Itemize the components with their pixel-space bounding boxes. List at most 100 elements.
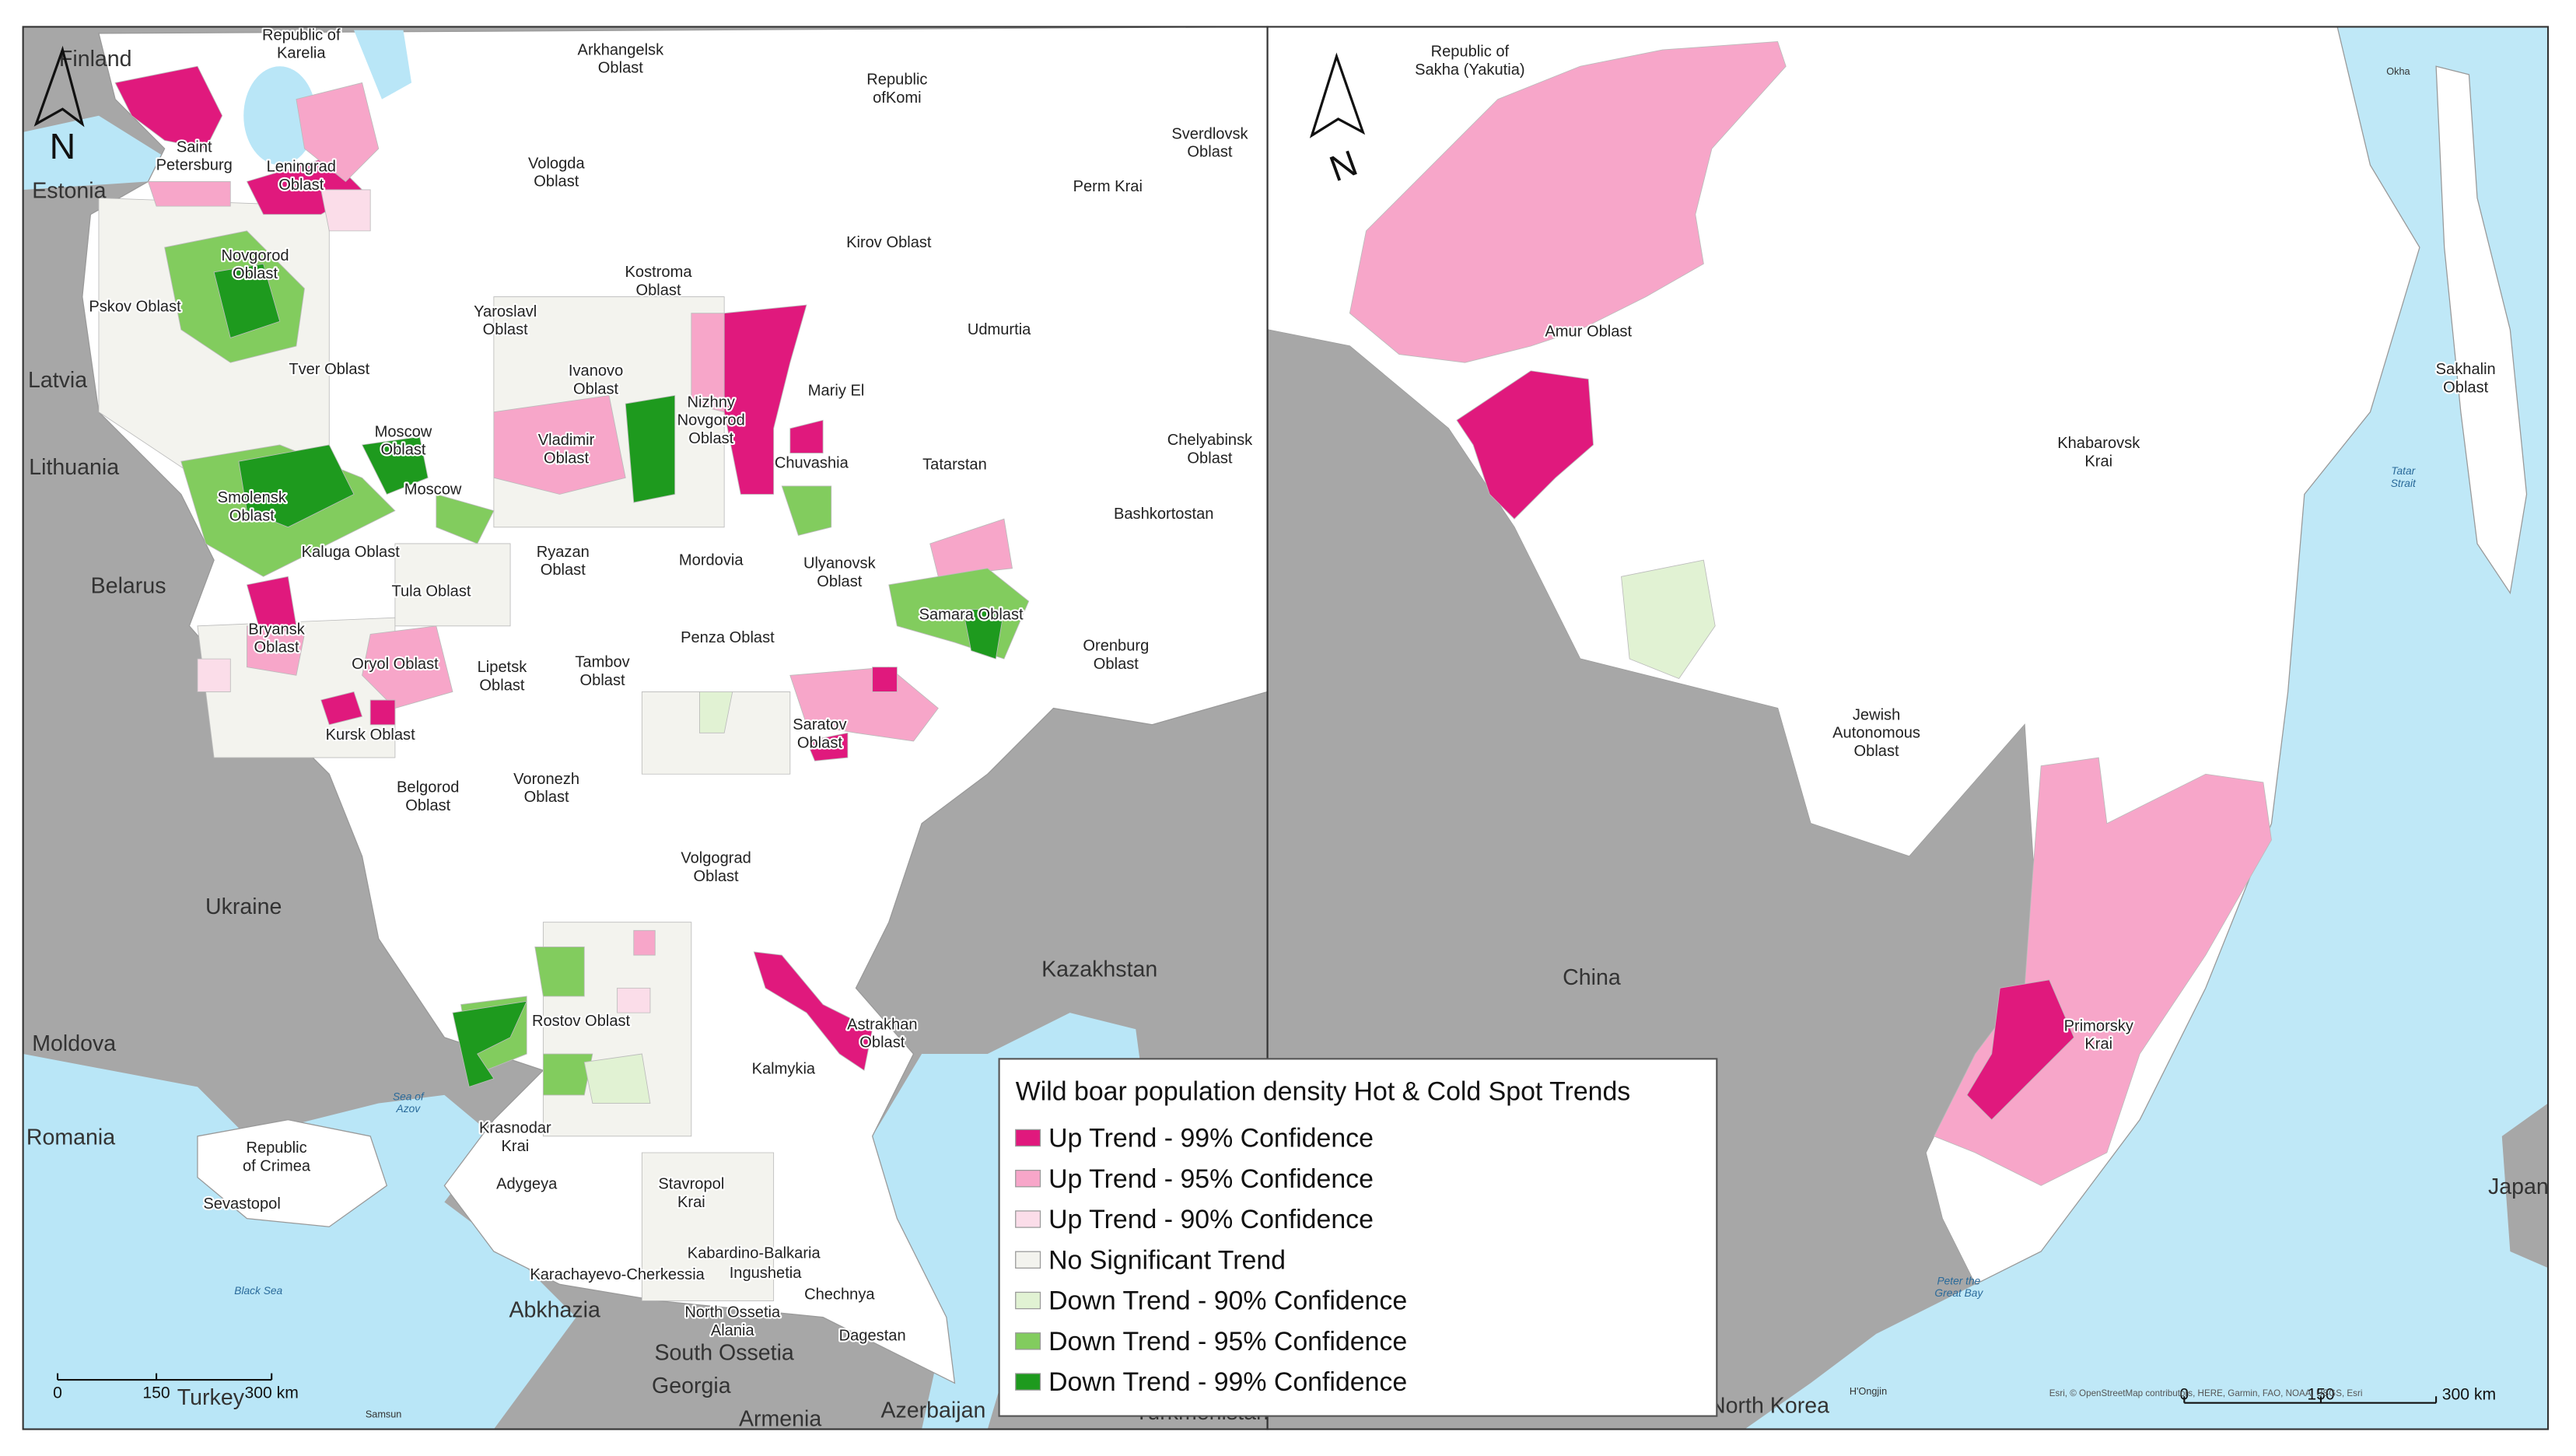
legend-label: Up Trend - 90% Confidence bbox=[1048, 1205, 1374, 1234]
place-label-line: Bashkortostan bbox=[1114, 506, 1213, 523]
place-label-line: Oblast bbox=[524, 789, 569, 806]
place-label-line: Krai bbox=[2084, 453, 2112, 471]
trend-region bbox=[962, 609, 1005, 660]
place-label-line: Vladimir bbox=[538, 432, 595, 449]
trend-region bbox=[114, 65, 223, 149]
baltic-sea bbox=[23, 115, 165, 190]
trend-region bbox=[369, 699, 396, 726]
place-label-line: Rostov Oblast bbox=[532, 1013, 631, 1030]
trend-region bbox=[493, 395, 626, 495]
place-label-line: Latvia bbox=[28, 368, 87, 393]
place-label-line: Yaroslavl bbox=[474, 303, 537, 320]
place-label: Latvia bbox=[28, 368, 87, 393]
place-label-line: Kirov Oblast bbox=[846, 234, 932, 251]
place-label-line: Moldova bbox=[32, 1031, 116, 1056]
place-label: Kursk Oblast bbox=[326, 726, 415, 744]
place-label: Republic of Crimea bbox=[243, 1139, 311, 1174]
place-label-line: Tatar bbox=[2391, 465, 2416, 477]
place-label: Ryazan Oblast bbox=[537, 544, 590, 579]
trend-region bbox=[781, 485, 832, 536]
place-label-line: Vologda bbox=[528, 155, 585, 172]
place-label-line: Stavropol bbox=[658, 1176, 724, 1193]
place-label: Nizhny Novgorod Oblast bbox=[677, 394, 745, 447]
place-label: Ulyanovsk Oblast bbox=[803, 555, 877, 590]
place-label-line: Oblast bbox=[688, 430, 733, 447]
place-label: Vladimir Oblast bbox=[538, 432, 595, 467]
place-label: Leningrad Oblast bbox=[267, 159, 336, 194]
place-label-line: Adygeya bbox=[496, 1176, 558, 1193]
place-label: Jewish Autonomous Oblast bbox=[1832, 706, 1920, 760]
place-label-line: Oblast bbox=[483, 321, 528, 338]
place-label: Estonia bbox=[32, 179, 106, 204]
place-label: Lipetsk Oblast bbox=[478, 659, 528, 694]
place-label-line: Abkhazia bbox=[509, 1298, 600, 1323]
place-label-line: Sakhalin bbox=[2436, 361, 2496, 378]
trend-region bbox=[1349, 41, 1787, 363]
place-label: Smolensk Oblast bbox=[218, 489, 287, 524]
place-label-line: Tver Oblast bbox=[289, 361, 369, 378]
place-label-line: Oblast bbox=[2443, 379, 2488, 396]
place-label-line: Khabarovsk bbox=[2057, 435, 2140, 452]
place-label: Republic ofKomi bbox=[866, 72, 927, 107]
place-label: Sevastopol bbox=[203, 1195, 280, 1213]
place-label-line: Novgorod bbox=[221, 247, 289, 264]
place-label-line: H'Ongjin bbox=[1850, 1386, 1887, 1397]
place-label-line: Leningrad bbox=[267, 159, 336, 176]
place-label: Republic of Sakha (Yakutia) bbox=[1415, 44, 1524, 79]
place-label-line: Arkhangelsk bbox=[578, 41, 665, 58]
trend-region bbox=[753, 951, 873, 1071]
place-label: Pskov Oblast bbox=[89, 299, 181, 316]
trend-region bbox=[929, 518, 1013, 577]
north-arrow-left bbox=[33, 45, 85, 128]
place-label-line: Samsun bbox=[366, 1409, 402, 1420]
place-label: Saint Petersburg bbox=[156, 138, 233, 173]
place-label-line: Oblast bbox=[229, 507, 275, 524]
place-label-line: China bbox=[1563, 965, 1621, 990]
place-label-line: Jewish bbox=[1853, 706, 1900, 723]
place-label: Sea of Azov bbox=[393, 1090, 425, 1115]
trend-region bbox=[197, 658, 231, 692]
trend-region bbox=[1621, 559, 1716, 680]
legend-label: Down Trend - 90% Confidence bbox=[1048, 1286, 1407, 1316]
place-label: Tatarstan bbox=[922, 457, 987, 474]
place-label-line: Tatarstan bbox=[922, 457, 987, 474]
place-label-line: Oblast bbox=[278, 177, 324, 194]
place-label-line: of Crimea bbox=[243, 1157, 311, 1174]
place-label: Amur Oblast bbox=[1545, 323, 1632, 340]
place-label-line: Oblast bbox=[1094, 656, 1139, 673]
place-label: Azerbaijan bbox=[880, 1398, 985, 1423]
trend-region bbox=[246, 576, 297, 643]
legend-label: Up Trend - 99% Confidence bbox=[1048, 1124, 1374, 1153]
trend-region bbox=[542, 1053, 593, 1096]
place-label-line: Kazakhstan bbox=[1041, 957, 1157, 982]
trend-region bbox=[699, 691, 733, 733]
trend-region bbox=[534, 947, 585, 997]
north-arrow bbox=[33, 45, 1366, 138]
place-label: Kaluga Oblast bbox=[302, 544, 401, 561]
trend-region bbox=[320, 691, 363, 726]
place-label: Arkhangelsk Oblast bbox=[578, 41, 665, 76]
place-label-line: Ryazan bbox=[537, 544, 590, 561]
place-label-line: Republic of bbox=[1431, 44, 1510, 61]
place-label-line: Samara Oblast bbox=[919, 606, 1024, 623]
place-label: Karachayevo-Cherkessia bbox=[530, 1266, 705, 1283]
trend-regions bbox=[98, 41, 2272, 1301]
sakhalin bbox=[2435, 65, 2528, 595]
trend-region bbox=[147, 180, 231, 207]
place-label-line: Georgia bbox=[652, 1374, 731, 1398]
trend-region bbox=[1966, 979, 2075, 1121]
place-label: Astrakhan Oblast bbox=[847, 1016, 917, 1051]
legend-label: No Significant Trend bbox=[1048, 1245, 1286, 1275]
place-label: Udmurtia bbox=[968, 321, 1031, 338]
place-label: Samsun bbox=[366, 1409, 402, 1420]
place-label-line: Petersburg bbox=[156, 157, 233, 174]
place-label-line: Mariy El bbox=[808, 383, 865, 400]
trend-region bbox=[361, 436, 429, 495]
place-label-line: Oblast bbox=[635, 282, 681, 299]
scale-label: 300 km bbox=[244, 1384, 298, 1402]
trend-region bbox=[238, 444, 355, 528]
place-label-line: Orenburg bbox=[1083, 638, 1149, 655]
legend-label: Up Trend - 95% Confidence bbox=[1048, 1164, 1374, 1194]
